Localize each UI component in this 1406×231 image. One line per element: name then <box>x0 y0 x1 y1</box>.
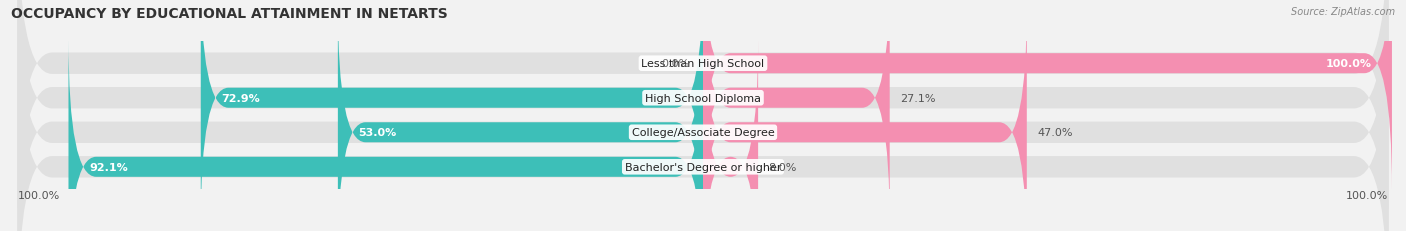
Text: Source: ZipAtlas.com: Source: ZipAtlas.com <box>1291 7 1395 17</box>
Text: College/Associate Degree: College/Associate Degree <box>631 128 775 138</box>
FancyBboxPatch shape <box>17 0 1389 231</box>
Text: 72.9%: 72.9% <box>221 93 260 103</box>
FancyBboxPatch shape <box>703 5 1026 231</box>
Text: OCCUPANCY BY EDUCATIONAL ATTAINMENT IN NETARTS: OCCUPANCY BY EDUCATIONAL ATTAINMENT IN N… <box>11 7 449 21</box>
Text: 100.0%: 100.0% <box>17 190 59 201</box>
FancyBboxPatch shape <box>69 40 703 231</box>
FancyBboxPatch shape <box>703 40 758 231</box>
FancyBboxPatch shape <box>17 0 1389 231</box>
Text: Less than High School: Less than High School <box>641 59 765 69</box>
FancyBboxPatch shape <box>201 0 703 226</box>
Text: High School Diploma: High School Diploma <box>645 93 761 103</box>
FancyBboxPatch shape <box>703 0 1392 191</box>
Text: 27.1%: 27.1% <box>900 93 935 103</box>
FancyBboxPatch shape <box>703 0 890 226</box>
Text: 92.1%: 92.1% <box>89 162 128 172</box>
FancyBboxPatch shape <box>17 6 1389 231</box>
Text: 8.0%: 8.0% <box>769 162 797 172</box>
Text: 53.0%: 53.0% <box>359 128 396 138</box>
Text: 47.0%: 47.0% <box>1038 128 1073 138</box>
FancyBboxPatch shape <box>17 0 1389 225</box>
Text: 0.0%: 0.0% <box>661 59 689 69</box>
Text: 100.0%: 100.0% <box>1347 190 1389 201</box>
FancyBboxPatch shape <box>337 5 703 231</box>
Text: Bachelor's Degree or higher: Bachelor's Degree or higher <box>624 162 782 172</box>
Text: 100.0%: 100.0% <box>1326 59 1371 69</box>
